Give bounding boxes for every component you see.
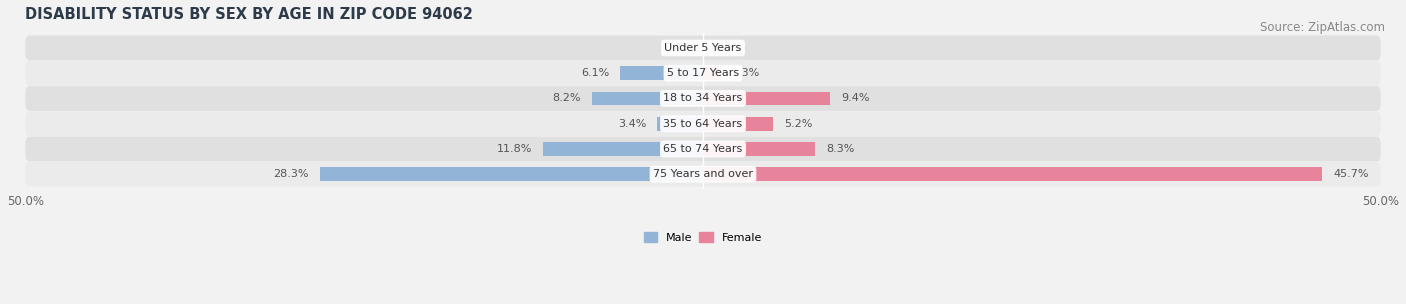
Text: 6.1%: 6.1% (581, 68, 609, 78)
FancyBboxPatch shape (25, 36, 1381, 60)
Text: 9.4%: 9.4% (841, 93, 870, 103)
Text: 0.0%: 0.0% (664, 43, 692, 53)
Text: 45.7%: 45.7% (1333, 169, 1368, 179)
Text: 8.3%: 8.3% (827, 144, 855, 154)
Text: 0.0%: 0.0% (714, 43, 742, 53)
Bar (319, 167, 703, 181)
Text: 11.8%: 11.8% (496, 144, 533, 154)
FancyBboxPatch shape (25, 61, 1381, 86)
Text: 8.2%: 8.2% (553, 93, 581, 103)
Text: 5.2%: 5.2% (785, 119, 813, 129)
Text: Source: ZipAtlas.com: Source: ZipAtlas.com (1260, 21, 1385, 34)
Text: 1.3%: 1.3% (731, 68, 759, 78)
FancyBboxPatch shape (25, 162, 1381, 187)
Bar (543, 142, 703, 156)
Text: 75 Years and over: 75 Years and over (652, 169, 754, 179)
Bar (620, 66, 703, 80)
Text: 5 to 17 Years: 5 to 17 Years (666, 68, 740, 78)
Bar (703, 92, 831, 105)
Bar (703, 167, 1322, 181)
Text: DISABILITY STATUS BY SEX BY AGE IN ZIP CODE 94062: DISABILITY STATUS BY SEX BY AGE IN ZIP C… (25, 7, 474, 22)
Text: 3.4%: 3.4% (617, 119, 647, 129)
Text: 28.3%: 28.3% (273, 169, 309, 179)
FancyBboxPatch shape (25, 111, 1381, 136)
Text: 18 to 34 Years: 18 to 34 Years (664, 93, 742, 103)
Text: 65 to 74 Years: 65 to 74 Years (664, 144, 742, 154)
FancyBboxPatch shape (25, 86, 1381, 111)
Bar (703, 66, 721, 80)
Legend: Male, Female: Male, Female (644, 233, 762, 243)
Bar (657, 117, 703, 131)
Text: 35 to 64 Years: 35 to 64 Years (664, 119, 742, 129)
Bar (703, 142, 815, 156)
Text: Under 5 Years: Under 5 Years (665, 43, 741, 53)
Bar (703, 117, 773, 131)
Bar (592, 92, 703, 105)
FancyBboxPatch shape (25, 136, 1381, 161)
